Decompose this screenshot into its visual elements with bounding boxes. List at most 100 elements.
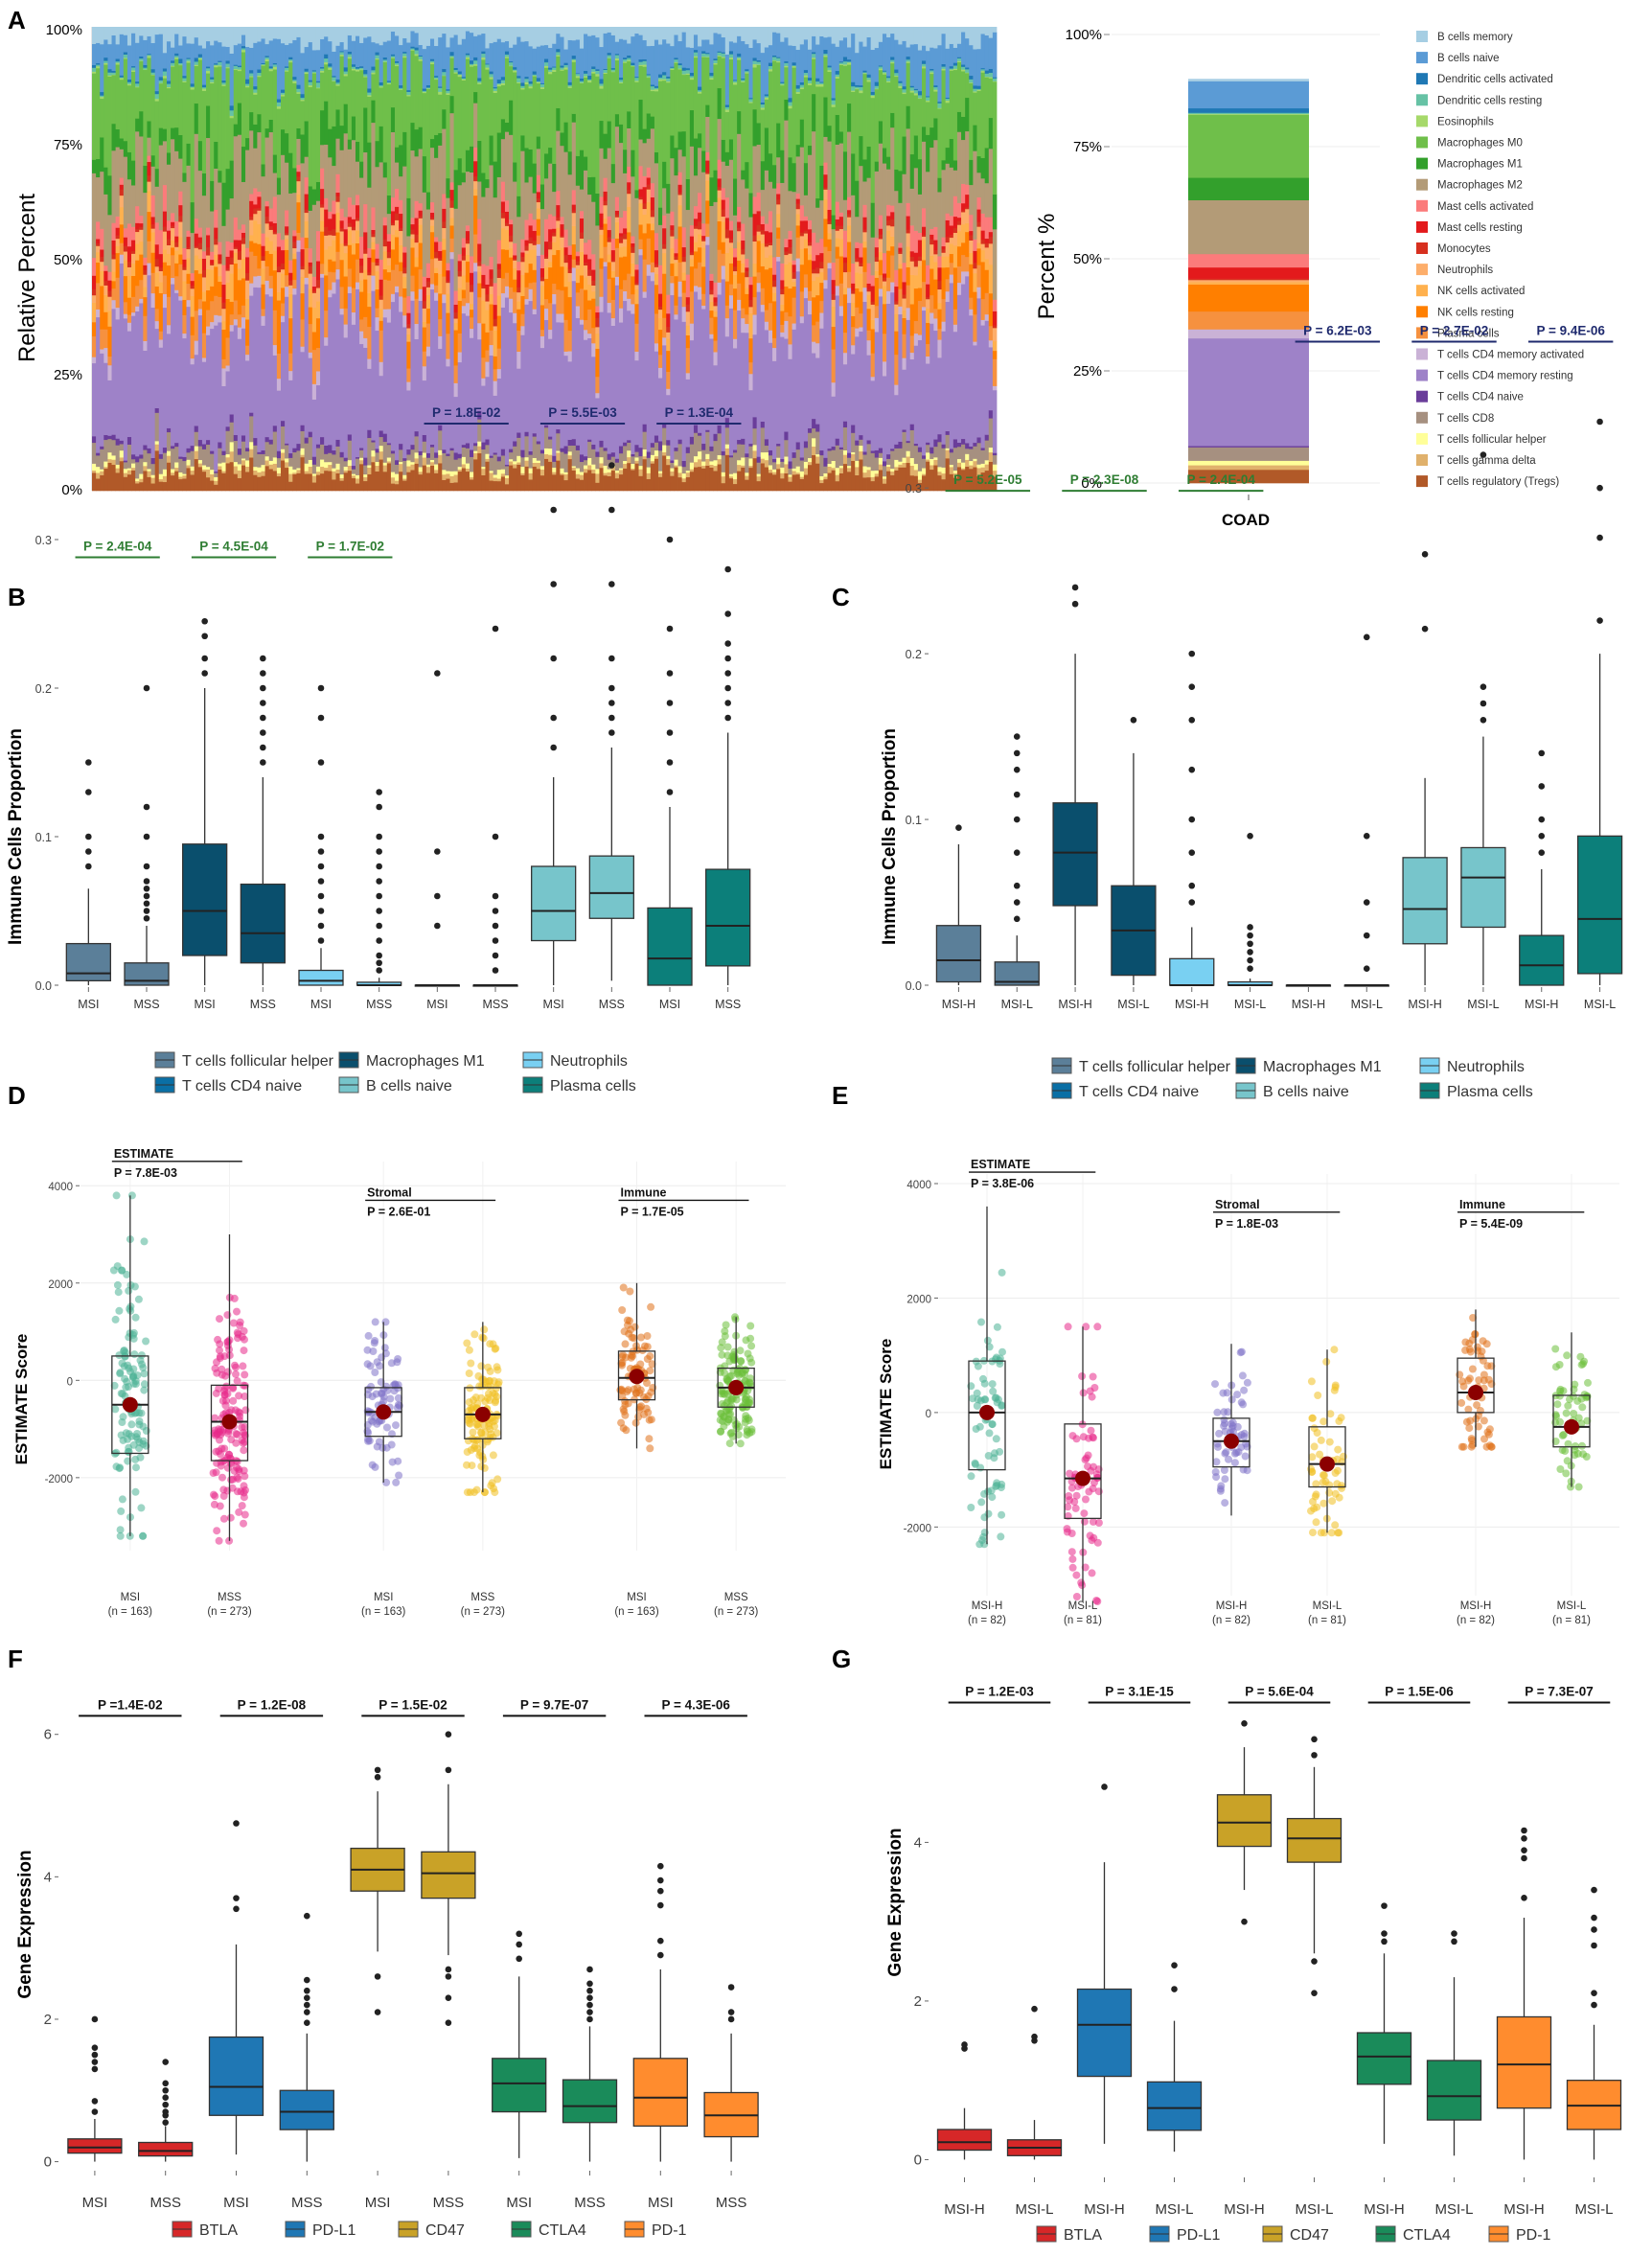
sample-stack-segment (218, 466, 222, 470)
sample-stack-segment (969, 75, 974, 80)
sample-stack-segment (898, 87, 903, 172)
sample-stack-segment (367, 326, 372, 359)
sample-stack-segment (285, 27, 289, 45)
sample-stack-segment (823, 162, 828, 175)
sample-stack-segment (225, 457, 231, 464)
sample-stack-segment (375, 471, 380, 492)
sample-stack-segment (477, 441, 482, 447)
sample-stack-segment (375, 288, 380, 309)
sample-stack-segment (402, 480, 407, 492)
sample-stack-segment (748, 99, 753, 103)
sample-stack-segment (143, 449, 148, 463)
sample-stack-segment (296, 180, 301, 196)
sample-stack-segment (851, 263, 856, 284)
sample-stack-segment (500, 80, 506, 83)
sample-stack-segment (304, 121, 310, 157)
sample-stack-segment (603, 191, 608, 201)
sample-stack-segment (650, 463, 655, 492)
sample-stack-segment (544, 241, 549, 257)
sample-stack-segment (882, 27, 887, 35)
sample-stack-segment (264, 43, 270, 57)
sample-stack-segment (584, 70, 588, 74)
sample-stack-segment (237, 65, 242, 68)
sample-stack-segment (756, 231, 762, 236)
sample-stack-segment (851, 345, 856, 355)
sample-stack-segment (410, 229, 415, 235)
sample-stack-segment (470, 456, 474, 472)
sample-stack-segment (831, 449, 837, 461)
sample-stack-segment (135, 81, 140, 84)
sample-stack-segment (504, 211, 510, 223)
sample-stack-segment (737, 299, 742, 311)
sample-stack-segment (532, 432, 538, 437)
sample-stack-segment (886, 458, 891, 465)
sample-stack-segment (481, 27, 486, 35)
sample-stack-segment (795, 472, 801, 475)
sample-stack-segment (171, 247, 175, 256)
sample-stack-segment (851, 27, 856, 35)
sample-stack-segment (528, 83, 534, 87)
sample-stack-segment (414, 27, 420, 34)
sample-stack-segment (237, 43, 242, 66)
sample-stack-segment (544, 61, 549, 66)
sample-stack-segment (737, 439, 742, 445)
sample-stack-segment (311, 332, 317, 351)
sample-stack-segment (406, 312, 411, 325)
sample-stack-segment (862, 241, 867, 248)
sample-stack-segment (662, 75, 667, 80)
sample-stack-segment (264, 58, 270, 61)
sample-stack-segment (237, 229, 242, 241)
sample-stack-segment (976, 89, 981, 91)
sample-stack-segment (788, 262, 792, 289)
sample-stack-segment (713, 471, 718, 492)
sample-stack-segment (812, 273, 816, 282)
sample-stack-segment (717, 56, 723, 89)
sample-stack-segment (304, 284, 310, 438)
sample-stack-segment (623, 246, 628, 257)
sample-stack-segment (96, 158, 101, 178)
sample-stack-segment (666, 332, 671, 339)
sample-stack-segment (780, 81, 785, 83)
sample-stack-segment (395, 291, 400, 461)
sample-stack-segment (241, 305, 246, 318)
sample-stack-segment (803, 468, 809, 475)
sample-stack-segment (862, 454, 867, 467)
sample-stack-segment (776, 446, 781, 458)
sample-stack-segment (206, 27, 211, 42)
sample-stack-segment (536, 219, 541, 236)
sample-stack-segment (756, 211, 762, 225)
sample-stack-segment (698, 192, 702, 213)
sample-stack-segment (571, 122, 577, 191)
sample-stack-segment (642, 449, 648, 457)
sample-stack-segment (221, 308, 226, 322)
sample-stack-segment (158, 266, 164, 271)
sample-stack-segment (257, 75, 262, 78)
sample-stack-segment (792, 286, 797, 298)
sample-stack-segment (210, 211, 215, 252)
sample-stack-segment (548, 329, 553, 339)
sample-stack-segment (485, 293, 490, 302)
sample-stack-segment (756, 59, 762, 62)
sample-stack-segment (465, 171, 470, 226)
sample-stack-segment (162, 211, 168, 227)
sample-stack-segment (748, 467, 753, 492)
sample-stack-segment (453, 290, 459, 305)
sample-stack-segment (324, 249, 329, 276)
sample-stack-segment (642, 66, 648, 129)
sample-stack-segment (827, 71, 833, 127)
sample-stack-segment (343, 466, 349, 471)
sample-stack-segment (214, 239, 218, 245)
sample-stack-segment (575, 268, 581, 284)
sample-stack-segment (666, 394, 671, 441)
sample-stack-segment (693, 268, 699, 287)
sample-stack-segment (324, 226, 329, 236)
sample-stack-segment (103, 57, 108, 61)
sample-stack-segment (878, 296, 883, 449)
sample-stack-segment (965, 459, 970, 468)
sample-stack-segment (945, 103, 951, 149)
sample-stack-segment (92, 64, 97, 68)
sample-stack-segment (147, 469, 151, 472)
sample-stack-segment (296, 171, 301, 177)
sample-stack-segment (685, 73, 691, 75)
sample-stack-segment (446, 93, 450, 95)
